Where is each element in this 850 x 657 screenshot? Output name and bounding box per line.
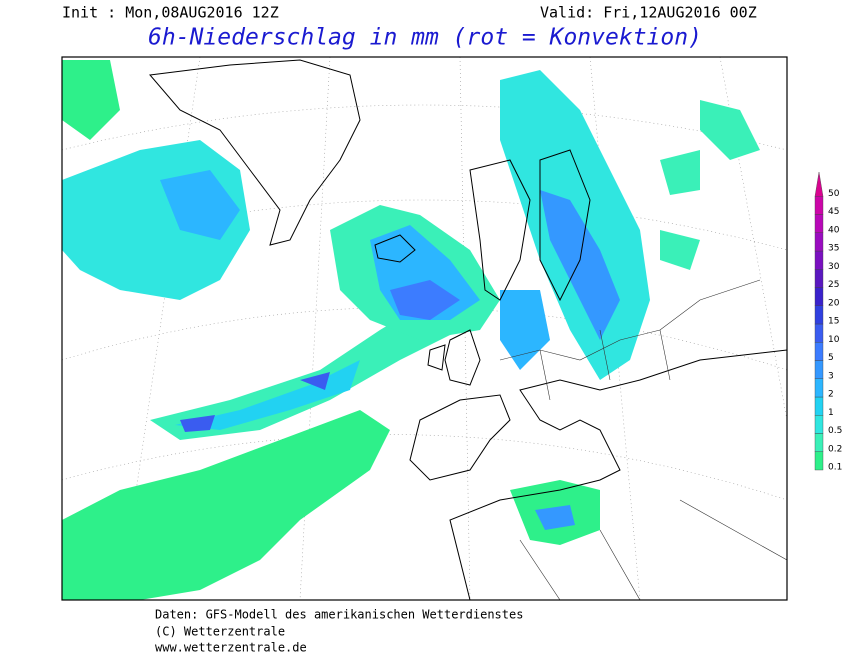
legend-swatch — [814, 360, 824, 379]
legend-label: 15 — [828, 317, 839, 327]
legend-swatch — [814, 171, 824, 197]
legend-swatch — [814, 433, 824, 452]
legend-label: 50 — [828, 189, 840, 199]
footer-line: Daten: GFS-Modell des amerikanischen Wet… — [155, 608, 523, 622]
legend-label: 5 — [828, 353, 834, 363]
legend-swatch — [814, 415, 824, 434]
legend-label: 20 — [828, 298, 840, 308]
legend-swatch — [814, 323, 824, 343]
legend-label: 40 — [828, 225, 840, 235]
legend-label: 35 — [828, 244, 839, 254]
init-time: Init : Mon,08AUG2016 12Z — [62, 4, 279, 22]
legend-swatch — [814, 451, 824, 471]
valid-time: Valid: Fri,12AUG2016 00Z — [540, 4, 757, 22]
legend-swatch — [814, 378, 824, 398]
legend-label: 2 — [828, 390, 834, 400]
legend-label: 0.1 — [828, 463, 842, 473]
legend-swatch — [814, 214, 824, 233]
footer-line: www.wetterzentrale.de — [155, 641, 307, 655]
legend-label: 45 — [828, 207, 839, 217]
legend-label: 30 — [828, 262, 840, 272]
precipitation — [62, 60, 760, 600]
legend-swatch — [814, 232, 824, 252]
title: 6h-Niederschlag in mm (rot = Konvektion) — [148, 25, 702, 51]
map — [61, 56, 788, 601]
legend-label: 1 — [828, 408, 834, 418]
legend-label: 10 — [828, 335, 840, 345]
legend-swatch — [814, 250, 824, 270]
legend-swatch — [814, 287, 824, 306]
legend-label: 3 — [828, 371, 834, 381]
legend-label: 0.2 — [828, 444, 842, 454]
legend-label: 0.5 — [828, 426, 842, 436]
legend-swatch — [814, 269, 824, 288]
legend-swatch — [814, 305, 824, 325]
legend-swatch — [814, 342, 824, 361]
legend-label: 25 — [828, 280, 839, 290]
legend-swatch — [814, 396, 824, 416]
footer-line: (C) Wetterzentrale — [155, 625, 285, 639]
legend-swatch — [814, 196, 824, 215]
